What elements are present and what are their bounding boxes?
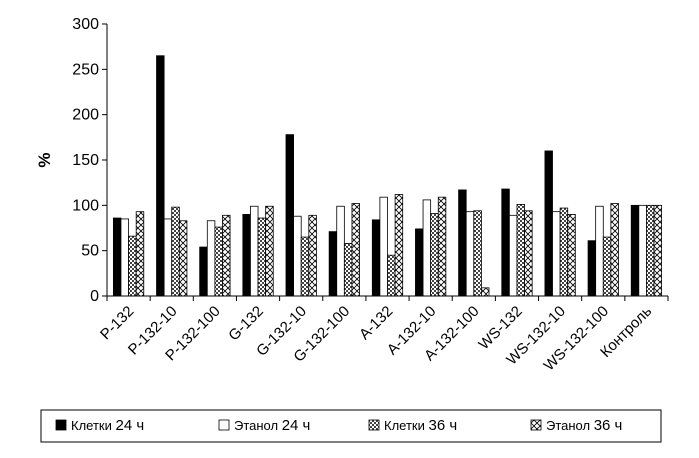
legend-swatch (219, 420, 229, 430)
bar-2 (164, 219, 172, 296)
bar-3 (560, 208, 568, 296)
bar-1 (588, 241, 596, 296)
bar-3 (301, 237, 309, 296)
y-axis-label: % (35, 152, 54, 167)
bar-2 (466, 212, 474, 296)
bar-1 (113, 218, 121, 296)
bar-1 (243, 214, 251, 296)
legend-series-name: Клетки (384, 418, 428, 433)
bar-3 (344, 243, 352, 296)
bars (113, 56, 661, 296)
y-tick-label: 100 (72, 197, 99, 214)
bar-4 (179, 221, 187, 296)
y-tick-label: 50 (81, 243, 99, 260)
x-category-label: G-132 (225, 303, 267, 345)
bar-2 (337, 206, 345, 296)
bar-4 (611, 204, 619, 296)
bar-3 (431, 213, 439, 296)
bar-4 (309, 215, 317, 296)
y-tick-label: 150 (72, 152, 99, 169)
legend-label: Этанол 24 ч (234, 417, 310, 434)
bar-2 (250, 206, 258, 296)
bar-1 (372, 220, 380, 296)
x-category-label: A-132 (356, 303, 396, 343)
bar-2 (121, 219, 129, 296)
legend-series-unit: 24 ч (115, 417, 144, 434)
bar-3 (517, 204, 525, 296)
legend-series-unit: 36 ч (428, 417, 457, 434)
bar-4 (136, 212, 144, 296)
bar-2 (294, 216, 302, 296)
bar-3 (474, 211, 482, 296)
legend-series-unit: 36 ч (594, 417, 623, 434)
bar-3 (388, 255, 396, 296)
bar-4 (222, 215, 230, 296)
legend-swatch (369, 420, 379, 430)
y-tick-label: 250 (72, 61, 99, 78)
legend-label: Клетки 24 ч (71, 417, 144, 434)
bar-3 (646, 205, 654, 296)
bar-2 (207, 221, 215, 296)
bar-1 (415, 229, 423, 296)
legend: Клетки 24 чЭтанол 24 чКлетки 36 чЭтанол … (41, 410, 661, 442)
bar-1 (502, 189, 510, 296)
bar-1 (545, 151, 553, 296)
legend-series-name: Этанол (546, 418, 594, 433)
bar-4 (568, 214, 576, 296)
y-tick-label: 300 (72, 16, 99, 33)
bar-3 (215, 227, 223, 296)
bar-1 (200, 247, 208, 296)
bar-4 (438, 197, 446, 296)
legend-label: Этанол 36 ч (546, 417, 622, 434)
bar-4 (395, 194, 403, 296)
bar-2 (639, 205, 647, 296)
bar-2 (509, 215, 517, 296)
bar-3 (129, 236, 137, 296)
legend-series-name: Клетки (71, 418, 115, 433)
bar-2 (553, 212, 561, 296)
bar-3 (603, 237, 611, 296)
bar-2 (423, 200, 431, 296)
bar-4 (266, 206, 274, 296)
bar-4 (525, 211, 533, 296)
y-ticks: 0 50 100 150 200 250 300 (72, 16, 107, 305)
bar-2 (380, 197, 388, 296)
x-category-label: P-132 (97, 303, 137, 343)
legend-swatch (56, 420, 66, 430)
bar-4 (654, 205, 662, 296)
bar-1 (157, 56, 165, 296)
bar-3 (172, 207, 180, 296)
x-ticks (107, 296, 668, 301)
bar-1 (631, 205, 639, 296)
bar-4 (481, 288, 489, 296)
legend-series-unit: 24 ч (282, 417, 311, 434)
y-tick-label: 200 (72, 107, 99, 124)
category-labels: P-132P-132-10P-132-100G-132G-132-10G-132… (97, 303, 655, 375)
bar-1 (329, 232, 337, 296)
bar-1 (459, 190, 467, 296)
legend-series-name: Этанол (234, 418, 282, 433)
y-tick-label: 0 (90, 288, 99, 305)
bar-2 (596, 206, 604, 296)
bar-3 (258, 218, 266, 296)
bar-1 (286, 135, 294, 296)
bar-4 (352, 204, 360, 296)
legend-swatch (531, 420, 541, 430)
legend-label: Клетки 36 ч (384, 417, 457, 434)
